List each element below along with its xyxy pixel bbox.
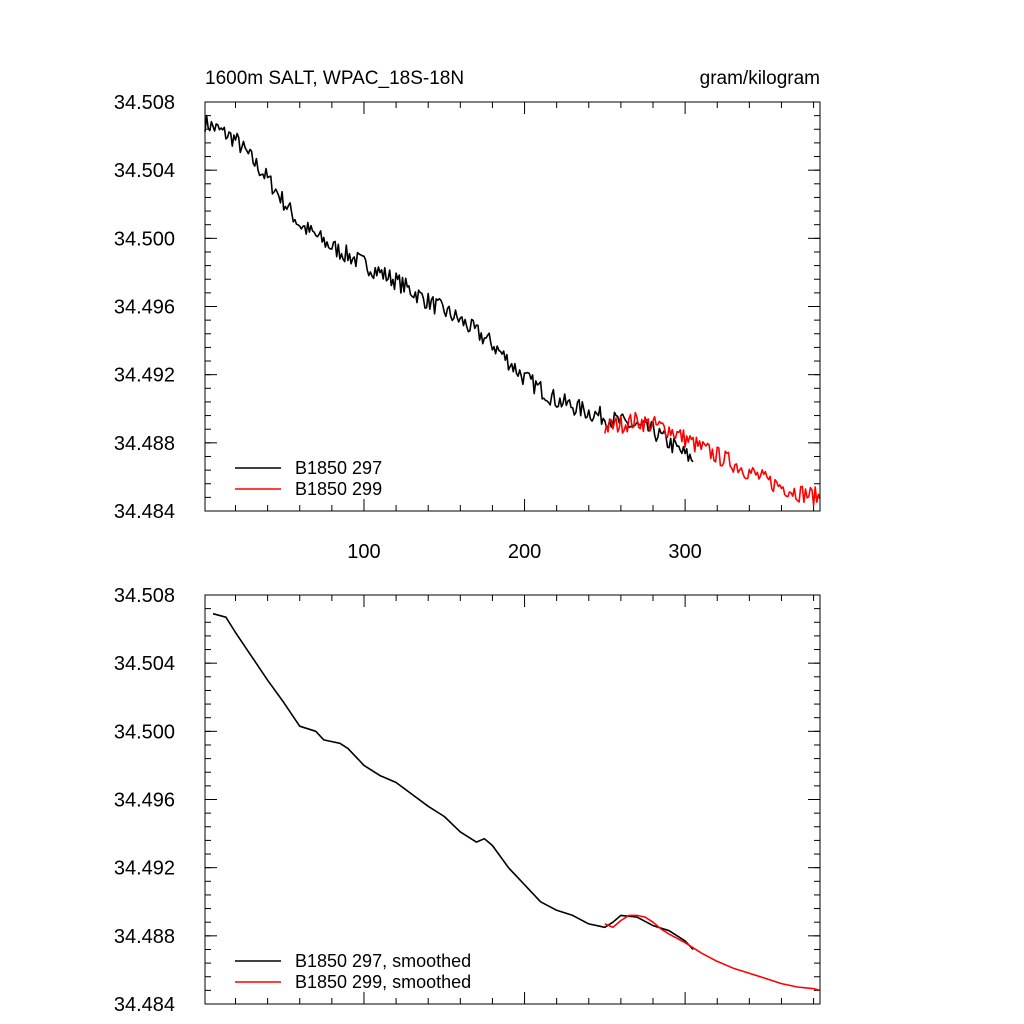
y-tick-label: 34.488 (114, 433, 175, 455)
data-series (204, 114, 821, 506)
legend-label: B1850 297, smoothed (295, 951, 471, 971)
y-tick-label: 34.504 (114, 160, 175, 182)
y-tick-label: 34.496 (114, 790, 175, 812)
x-tick-label: 100 (347, 541, 380, 563)
units-label: gram/kilogram (700, 68, 820, 89)
top-panel: 1600m SALT, WPAC_18S-18N gram/kilogram 3… (114, 68, 821, 563)
legend-label: B1850 299, smoothed (295, 972, 471, 992)
y-tick-label: 34.504 (114, 653, 175, 675)
y-tick-label: 34.492 (114, 365, 175, 387)
y-tick-label: 34.484 (114, 994, 175, 1016)
y-axis-labels: 34.508 34.504 34.500 34.496 34.492 34.488 34.4… (114, 585, 175, 1016)
plot-frame (204, 101, 821, 512)
chart-title: 1600m SALT, WPAC_18S-18N (205, 68, 464, 89)
axis-ticks (205, 594, 820, 1005)
legend-label: B1850 299 (295, 479, 382, 499)
y-tick-label: 34.500 (114, 721, 175, 743)
axis-ticks (205, 101, 820, 512)
y-tick-label: 34.500 (114, 228, 175, 250)
y-tick-label: 34.492 (114, 858, 175, 880)
y-tick-label: 34.508 (114, 585, 175, 607)
x-tick-label: 200 (508, 541, 541, 563)
x-axis-labels: 100 200 300 (347, 541, 702, 563)
y-tick-label: 34.484 (114, 501, 175, 523)
data-series (212, 612, 821, 992)
series-line-b1850-299 (604, 411, 821, 506)
x-tick-label: 300 (668, 541, 701, 563)
legend-label: B1850 297 (295, 458, 382, 478)
plot-frame (204, 594, 821, 1005)
y-tick-label: 34.488 (114, 926, 175, 948)
y-tick-label: 34.508 (114, 92, 175, 114)
y-tick-label: 34.496 (114, 297, 175, 319)
series-line-b1850-297-smoothed (212, 612, 694, 951)
y-axis-labels: 34.508 34.504 34.500 34.496 34.492 34.488 34.4… (114, 92, 175, 523)
series-line-b1850-297 (204, 114, 694, 463)
series-line-b1850-299-smoothed (604, 914, 821, 992)
bottom-panel: 34.508 34.504 34.500 34.496 34.492 34.488 34.4… (114, 585, 821, 1016)
